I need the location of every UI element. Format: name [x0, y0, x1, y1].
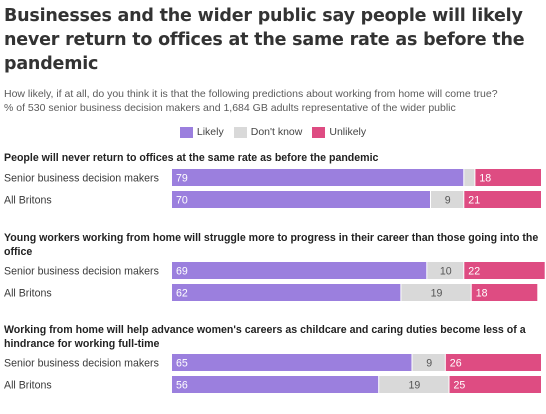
bar-likely	[172, 354, 412, 371]
data-label-dont-know: 19	[408, 380, 420, 392]
data-label-unlikely: 22	[468, 266, 480, 278]
bar-dont-know	[464, 169, 475, 186]
bar-unlikely	[464, 262, 545, 279]
bar-likely	[172, 376, 379, 393]
legend-label-unlikely: Unlikely	[329, 126, 367, 138]
data-label-dont-know: 9	[426, 358, 432, 370]
bar-likely	[172, 284, 401, 301]
data-label-likely: 79	[176, 173, 188, 185]
question-title: hindrance for working full-time	[4, 338, 159, 350]
data-label-unlikely: 21	[468, 195, 480, 207]
bar-dont-know	[379, 376, 449, 393]
data-label-dont-know: 10	[440, 266, 452, 278]
bar-unlikely	[475, 169, 541, 186]
legend-item-unlikely: Unlikely	[312, 126, 366, 138]
legend: Likely Don't know Unlikely	[0, 126, 546, 138]
row-label: All Britons	[4, 380, 52, 392]
legend-item-likely: Likely	[179, 126, 224, 138]
data-label-unlikely: 26	[450, 358, 462, 370]
bar-dont-know	[401, 284, 471, 301]
question-title: People will never return to offices at t…	[4, 152, 379, 164]
legend-swatch-likely	[179, 126, 193, 138]
data-label-unlikely: 18	[479, 173, 491, 185]
row-label: All Britons	[4, 288, 52, 300]
bar-unlikely	[445, 354, 541, 371]
bar-dont-know	[431, 191, 464, 208]
row-label: Senior business decision makers	[4, 358, 159, 370]
data-label-likely: 69	[176, 266, 188, 278]
data-label-likely: 56	[176, 380, 188, 392]
bar-dont-know	[427, 262, 464, 279]
bar-dont-know	[412, 354, 445, 371]
bar-likely	[172, 169, 464, 186]
data-label-dont-know: 9	[445, 195, 451, 207]
legend-swatch-dont-know	[233, 126, 247, 138]
data-label-likely: 70	[176, 195, 188, 207]
data-label-likely: 62	[176, 288, 188, 300]
chart-title: Businesses and the wider public say peop…	[4, 6, 525, 74]
legend-item-dont-know: Don't know	[233, 126, 303, 138]
legend-label-likely: Likely	[196, 126, 224, 138]
bar-likely	[172, 262, 427, 279]
chart-subtitle-question: How likely, if at all, do you think it i…	[4, 88, 498, 100]
legend-swatch-unlikely	[312, 126, 326, 138]
bar-unlikely	[449, 376, 541, 393]
data-label-likely: 65	[176, 358, 188, 370]
row-label: All Britons	[4, 195, 52, 207]
legend-label-dont-know: Don't know	[250, 126, 303, 138]
row-label: Senior business decision makers	[4, 173, 159, 185]
chart-subtitle-base: % of 530 senior business decision makers…	[4, 102, 456, 114]
bar-unlikely	[471, 284, 538, 301]
data-label-unlikely: 18	[476, 288, 488, 300]
question-title: Young workers working from home will str…	[4, 232, 538, 244]
row-label: Senior business decision makers	[4, 266, 159, 278]
bar-likely	[172, 191, 430, 208]
bar-unlikely	[464, 191, 541, 208]
question-title: office	[4, 246, 32, 258]
data-label-unlikely: 25	[454, 380, 466, 392]
question-title: Working from home will help advance wome…	[4, 324, 526, 336]
data-label-dont-know: 19	[431, 288, 443, 300]
